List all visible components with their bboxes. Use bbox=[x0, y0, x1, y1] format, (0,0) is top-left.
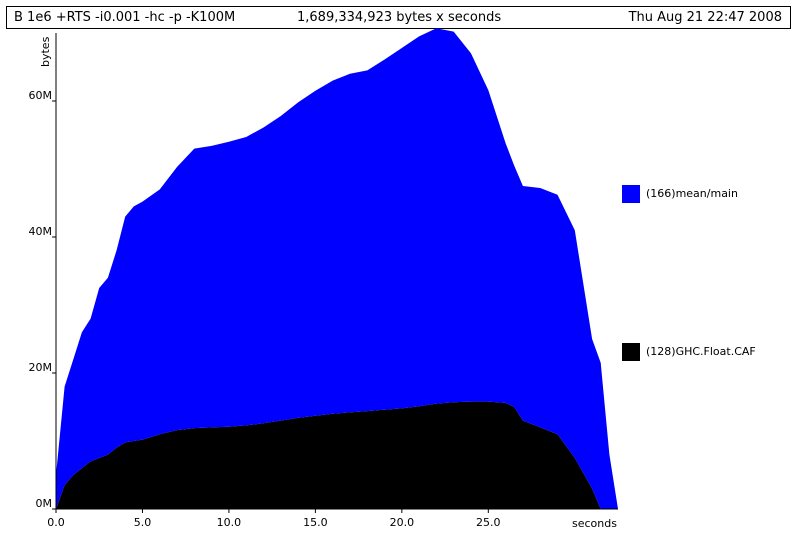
x-axis-label: seconds bbox=[572, 517, 617, 530]
y-tick-label: 20M bbox=[29, 361, 53, 374]
chart-header: B 1e6 +RTS -i0.001 -hc -p -K100M 1,689,3… bbox=[6, 6, 791, 29]
x-tick-label: 10.0 bbox=[217, 516, 242, 529]
y-tick-label: 40M bbox=[29, 225, 53, 238]
legend-swatch bbox=[622, 185, 640, 203]
area-layers bbox=[56, 28, 618, 509]
x-axis-ticks: 0.0 5.0 10.0 15.0 20.0 25.0 bbox=[47, 509, 501, 529]
legend-label: (166)mean/main bbox=[646, 187, 738, 200]
x-tick-label: 25.0 bbox=[476, 516, 501, 529]
y-axis-label: bytes bbox=[39, 36, 52, 67]
y-tick-label: 60M bbox=[29, 89, 53, 102]
area-series-1 bbox=[56, 28, 618, 509]
y-tick-label: 0M bbox=[36, 497, 53, 510]
x-tick-label: 0.0 bbox=[47, 516, 65, 529]
run-timestamp: Thu Aug 21 22:47 2008 bbox=[628, 10, 782, 25]
x-tick-label: 5.0 bbox=[134, 516, 152, 529]
program-command: B 1e6 +RTS -i0.001 -hc -p -K100M bbox=[14, 10, 236, 25]
x-tick-label: 20.0 bbox=[390, 516, 415, 529]
total-bytes-seconds: 1,689,334,923 bytes x seconds bbox=[297, 10, 502, 25]
legend-swatch bbox=[622, 343, 640, 361]
legend-label: (128)GHC.Float.CAF bbox=[646, 345, 756, 358]
x-tick-label: 15.0 bbox=[303, 516, 328, 529]
y-axis-ticks: 0M 20M 40M 60M bbox=[29, 89, 56, 510]
area-series-0 bbox=[56, 401, 618, 509]
